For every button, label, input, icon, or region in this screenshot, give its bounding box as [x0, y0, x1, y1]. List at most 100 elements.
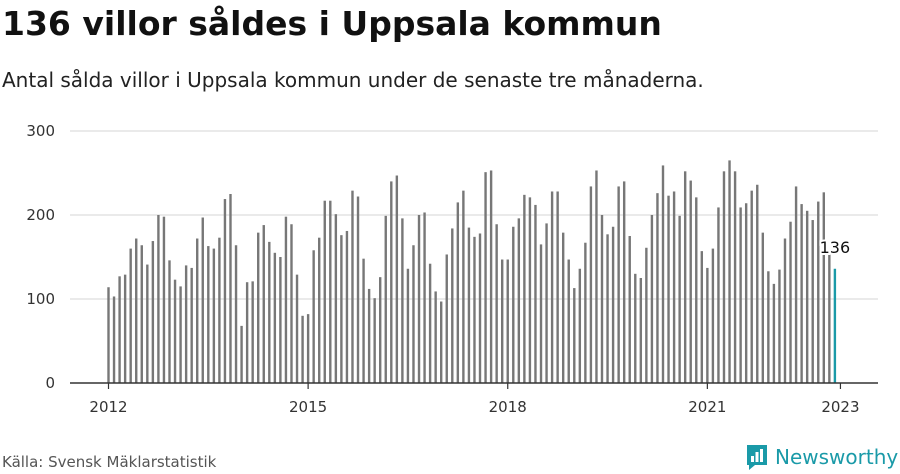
bar — [451, 228, 454, 383]
bar — [151, 241, 155, 383]
bar — [634, 273, 637, 383]
bar — [223, 199, 227, 383]
bar — [467, 227, 471, 383]
bar — [744, 203, 748, 383]
bar — [517, 218, 521, 383]
bar — [406, 268, 410, 383]
bar — [373, 298, 376, 383]
bar — [611, 226, 615, 383]
bar — [318, 237, 321, 383]
bar — [423, 212, 426, 383]
bar — [573, 288, 576, 383]
bar — [351, 190, 354, 383]
bar — [534, 204, 537, 383]
bar — [512, 226, 515, 383]
bar — [756, 184, 759, 383]
bar — [539, 244, 543, 383]
bar — [329, 200, 332, 383]
bar — [672, 191, 676, 383]
bar — [212, 248, 216, 383]
bar — [129, 248, 132, 383]
bar — [645, 247, 648, 383]
bar — [240, 325, 243, 383]
y-axis-labels: 0 100 200 300 — [26, 122, 55, 392]
bar-latest — [833, 268, 837, 383]
bar — [290, 224, 293, 383]
bar — [190, 267, 193, 383]
bar — [733, 171, 737, 383]
x-tick-label: 2015 — [289, 398, 327, 416]
bar — [157, 215, 160, 383]
bar — [112, 296, 116, 383]
bar — [473, 236, 476, 383]
bar — [811, 220, 814, 383]
bar — [817, 201, 820, 383]
bar — [434, 291, 437, 383]
bar — [440, 301, 443, 383]
bar — [456, 202, 460, 383]
bar — [401, 218, 404, 383]
bar — [778, 269, 781, 383]
bar — [295, 274, 299, 383]
bar-chart: 0 100 200 300 2012 2015 2018 2021 2023 136 — [26, 122, 878, 416]
bar — [523, 194, 526, 383]
bar — [650, 215, 654, 383]
bar — [179, 286, 182, 383]
bar — [750, 190, 753, 383]
bar — [173, 279, 177, 383]
bar — [561, 232, 565, 383]
bar — [135, 238, 138, 383]
bar — [428, 263, 432, 383]
bar — [218, 237, 221, 383]
bar — [362, 258, 365, 383]
bar — [589, 186, 593, 383]
bar — [822, 192, 825, 383]
bar — [805, 210, 809, 383]
bar — [484, 172, 487, 383]
bar — [140, 245, 143, 383]
bar — [306, 314, 310, 383]
bar — [262, 225, 265, 383]
bar — [384, 215, 387, 383]
bar — [506, 259, 509, 383]
bar — [600, 215, 604, 383]
bar — [356, 196, 360, 383]
bar — [639, 278, 643, 383]
newsworthy-logo-icon — [747, 445, 767, 470]
bar — [606, 234, 609, 383]
bar — [390, 181, 393, 383]
x-tick-label: 2023 — [821, 398, 859, 416]
bar — [268, 241, 271, 383]
bar — [678, 215, 681, 383]
bar — [201, 217, 204, 383]
bar — [717, 207, 720, 383]
bar — [245, 282, 249, 383]
bar — [478, 233, 482, 383]
source-note: Källa: Svensk Mäklarstatistik — [2, 453, 217, 471]
bar — [728, 160, 731, 383]
latest-value-label: 136 — [820, 238, 851, 257]
bar — [367, 288, 371, 383]
bar — [168, 260, 171, 383]
x-tick-label: 2018 — [489, 398, 527, 416]
bar — [739, 207, 742, 383]
y-tick-label: 0 — [45, 374, 55, 392]
bar — [345, 230, 349, 383]
y-tick-label: 300 — [26, 122, 55, 140]
bar — [395, 175, 399, 383]
bar — [794, 186, 798, 383]
bar — [667, 195, 670, 383]
bar — [284, 216, 288, 383]
bar — [722, 171, 726, 383]
bars — [107, 160, 837, 383]
bar — [528, 197, 532, 383]
bar — [683, 171, 687, 383]
bar — [578, 268, 582, 383]
bar — [251, 281, 254, 383]
y-tick-label: 200 — [26, 206, 55, 224]
bar — [628, 236, 631, 383]
bar — [146, 264, 149, 383]
bar — [783, 238, 787, 383]
bar — [412, 245, 415, 383]
bar — [323, 200, 326, 383]
